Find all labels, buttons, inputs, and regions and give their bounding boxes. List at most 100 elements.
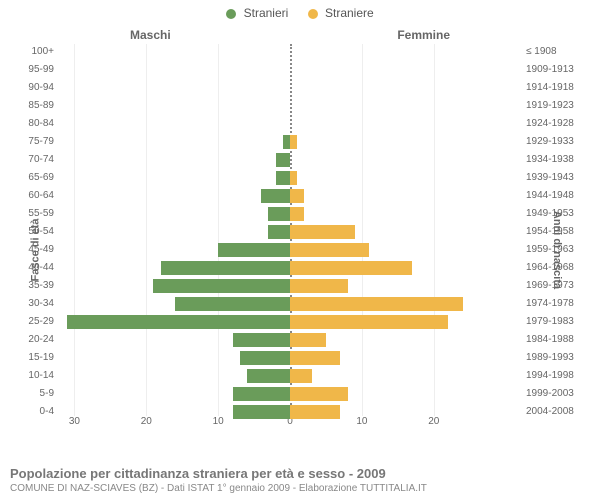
age-label: 85-89 xyxy=(28,98,54,114)
age-label: 45-49 xyxy=(28,242,54,258)
bar-female xyxy=(290,243,369,257)
age-row: 65-691939-1943 xyxy=(60,170,520,186)
age-row: 50-541954-1958 xyxy=(60,224,520,240)
age-row: 20-241984-1988 xyxy=(60,332,520,348)
age-row: 95-991909-1913 xyxy=(60,62,520,78)
birth-year-label: 1919-1923 xyxy=(526,98,574,114)
bar-male xyxy=(67,315,290,329)
bar-female xyxy=(290,297,463,311)
age-label: 10-14 xyxy=(28,368,54,384)
age-row: 55-591949-1953 xyxy=(60,206,520,222)
birth-year-label: 1944-1948 xyxy=(526,188,574,204)
legend-item-male: Stranieri xyxy=(226,6,288,20)
age-label: 55-59 xyxy=(28,206,54,222)
age-label: 65-69 xyxy=(28,170,54,186)
bar-female xyxy=(290,315,448,329)
age-row: 70-741934-1938 xyxy=(60,152,520,168)
age-label: 100+ xyxy=(31,44,54,60)
bar-female xyxy=(290,387,348,401)
age-label: 0-4 xyxy=(40,404,54,420)
age-row: 0-42004-2008 xyxy=(60,404,520,420)
bar-male xyxy=(261,189,290,203)
age-row: 45-491959-1963 xyxy=(60,242,520,258)
legend: Stranieri Straniere xyxy=(0,6,600,20)
birth-year-label: 1969-1973 xyxy=(526,278,574,294)
bar-male xyxy=(268,225,290,239)
age-row: 30-341974-1978 xyxy=(60,296,520,312)
birth-year-label: 1984-1988 xyxy=(526,332,574,348)
bar-male xyxy=(240,351,290,365)
age-row: 80-841924-1928 xyxy=(60,116,520,132)
bar-female xyxy=(290,351,340,365)
age-row: 40-441964-1968 xyxy=(60,260,520,276)
bar-male xyxy=(233,333,291,347)
birth-year-label: 1939-1943 xyxy=(526,170,574,186)
bar-male xyxy=(276,153,290,167)
age-label: 15-19 xyxy=(28,350,54,366)
birth-year-label: 1914-1918 xyxy=(526,80,574,96)
bar-female xyxy=(290,207,304,221)
bar-female xyxy=(290,189,304,203)
age-row: 90-941914-1918 xyxy=(60,80,520,96)
birth-year-label: ≤ 1908 xyxy=(526,44,557,60)
age-row: 35-391969-1973 xyxy=(60,278,520,294)
bar-male xyxy=(233,387,291,401)
side-title-left: Maschi xyxy=(130,28,171,42)
legend-item-female: Straniere xyxy=(308,6,374,20)
birth-year-label: 1954-1958 xyxy=(526,224,574,240)
birth-year-label: 1989-1993 xyxy=(526,350,574,366)
age-label: 30-34 xyxy=(28,296,54,312)
bar-female xyxy=(290,405,340,419)
legend-label-male: Stranieri xyxy=(244,6,289,20)
bar-male xyxy=(233,405,291,419)
age-row: 25-291979-1983 xyxy=(60,314,520,330)
birth-year-label: 1994-1998 xyxy=(526,368,574,384)
age-label: 20-24 xyxy=(28,332,54,348)
legend-swatch-male xyxy=(226,9,236,19)
age-label: 95-99 xyxy=(28,62,54,78)
bar-male xyxy=(283,135,290,149)
age-row: 5-91999-2003 xyxy=(60,386,520,402)
birth-year-label: 1959-1963 xyxy=(526,242,574,258)
bar-male xyxy=(175,297,290,311)
bar-female xyxy=(290,333,326,347)
bar-male xyxy=(153,279,290,293)
age-row: 10-141994-1998 xyxy=(60,368,520,384)
caption: Popolazione per cittadinanza straniera p… xyxy=(10,466,427,494)
birth-year-label: 1924-1928 xyxy=(526,116,574,132)
birth-year-label: 2004-2008 xyxy=(526,404,574,420)
birth-year-label: 1964-1968 xyxy=(526,260,574,276)
birth-year-label: 1974-1978 xyxy=(526,296,574,312)
population-pyramid-chart: Stranieri Straniere Maschi Femmine Fasce… xyxy=(0,0,600,500)
age-label: 70-74 xyxy=(28,152,54,168)
age-label: 35-39 xyxy=(28,278,54,294)
age-label: 75-79 xyxy=(28,134,54,150)
bar-male xyxy=(218,243,290,257)
legend-swatch-female xyxy=(308,9,318,19)
bar-female xyxy=(290,279,348,293)
age-label: 90-94 xyxy=(28,80,54,96)
bar-female xyxy=(290,261,412,275)
bar-male xyxy=(276,171,290,185)
age-row: 100+≤ 1908 xyxy=(60,44,520,60)
birth-year-label: 1999-2003 xyxy=(526,386,574,402)
legend-label-female: Straniere xyxy=(325,6,374,20)
side-title-right: Femmine xyxy=(397,28,450,42)
age-row: 85-891919-1923 xyxy=(60,98,520,114)
birth-year-label: 1934-1938 xyxy=(526,152,574,168)
chart-title: Popolazione per cittadinanza straniera p… xyxy=(10,466,427,481)
age-label: 25-29 xyxy=(28,314,54,330)
chart-subtitle: COMUNE DI NAZ-SCIAVES (BZ) - Dati ISTAT … xyxy=(10,483,427,494)
birth-year-label: 1979-1983 xyxy=(526,314,574,330)
age-row: 75-791929-1933 xyxy=(60,134,520,150)
plot-area: 30201001020 100+≤ 190895-991909-191390-9… xyxy=(60,44,520,430)
age-label: 50-54 xyxy=(28,224,54,240)
bar-female xyxy=(290,171,297,185)
bar-female xyxy=(290,369,312,383)
bar-male xyxy=(247,369,290,383)
birth-year-label: 1949-1953 xyxy=(526,206,574,222)
age-row: 60-641944-1948 xyxy=(60,188,520,204)
age-label: 5-9 xyxy=(40,386,54,402)
age-row: 15-191989-1993 xyxy=(60,350,520,366)
age-label: 60-64 xyxy=(28,188,54,204)
